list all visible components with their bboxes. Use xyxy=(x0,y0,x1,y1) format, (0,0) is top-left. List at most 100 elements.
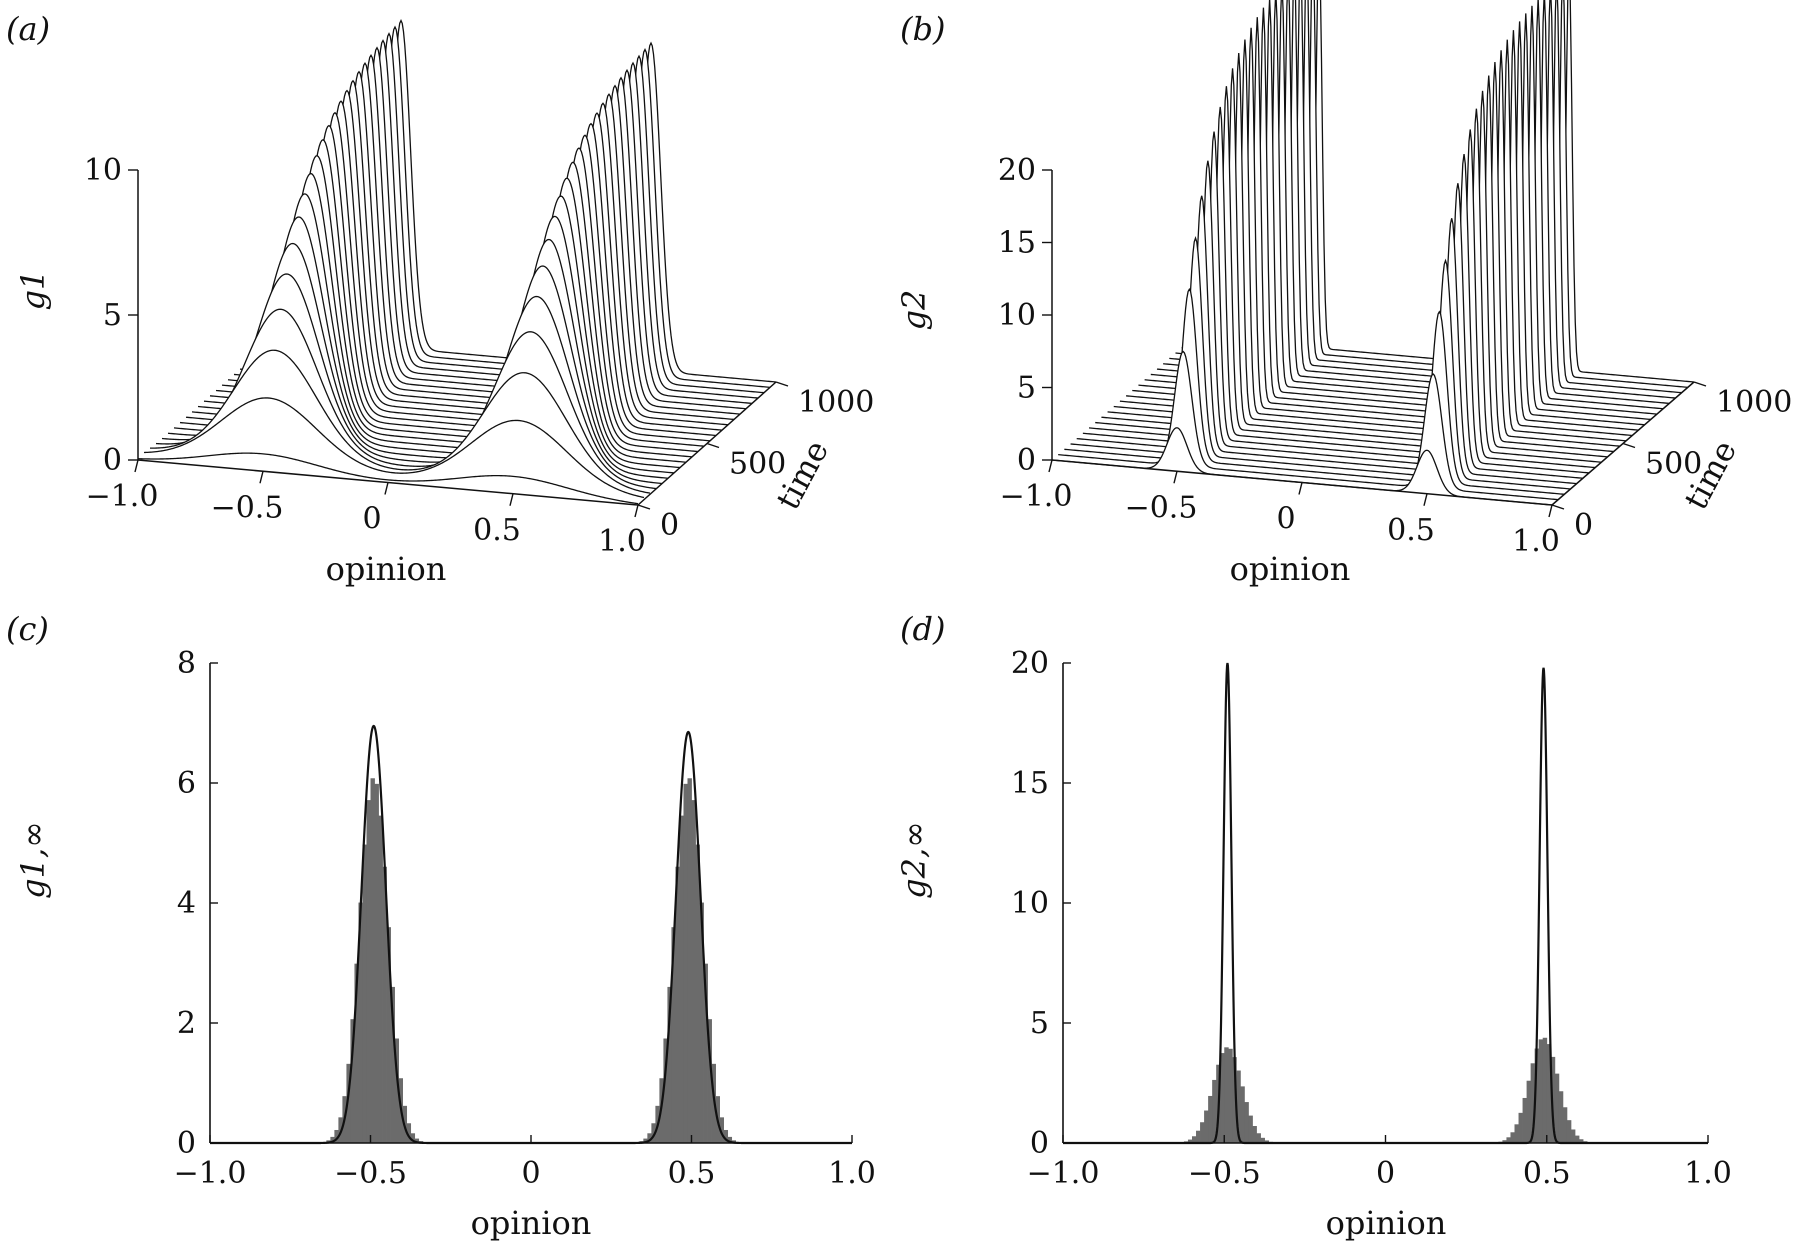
x-tick-label: 0 xyxy=(1376,1156,1395,1191)
waterfall-curve xyxy=(1082,160,1583,479)
histogram-bar xyxy=(695,844,700,1143)
histogram-bar xyxy=(663,1038,668,1143)
x-tick-label: 0 xyxy=(362,502,381,537)
histogram-bar xyxy=(1579,1139,1584,1143)
histogram-bar xyxy=(1526,1080,1532,1143)
panel-label-d: (d) xyxy=(900,610,945,648)
histogram-bar xyxy=(1510,1132,1515,1143)
x-tick-label: −1.0 xyxy=(174,1156,247,1191)
histogram-bar xyxy=(414,1138,420,1143)
time-tick-label: 0 xyxy=(1574,508,1593,543)
waterfall-curve xyxy=(137,452,639,505)
panel-c-histogram: −1.0 −0.5 0 0.5 1.0 0 2 4 6 8 opinion g1,∞ xyxy=(14,646,876,1242)
panel-d-axes: −1.0 −0.5 0 0.5 1.0 0 5 10 15 20 xyxy=(1011,646,1732,1191)
x-tick-label: −1.0 xyxy=(86,479,159,514)
histogram-bar xyxy=(366,800,371,1143)
histogram-bar xyxy=(1232,1057,1237,1143)
x-tick-label: −1.0 xyxy=(1027,1156,1100,1191)
histogram-bar xyxy=(1558,1091,1564,1143)
histogram-bar xyxy=(1546,1044,1552,1143)
histogram-bar xyxy=(1187,1139,1193,1143)
z-tick-label: 10 xyxy=(84,153,122,188)
x-tick xyxy=(1048,459,1053,473)
x-tick xyxy=(384,482,389,495)
histogram-bar xyxy=(1566,1120,1572,1143)
waterfall-curve xyxy=(1058,350,1559,501)
waterfall-curve xyxy=(155,308,657,490)
panel-d-bars xyxy=(1179,1037,1592,1143)
panel-d-ylabel: g2,∞ xyxy=(895,821,933,899)
histogram-bar xyxy=(703,963,708,1143)
density-curve xyxy=(210,724,852,1145)
time-tick-label: 1000 xyxy=(798,385,874,420)
histogram-bar xyxy=(358,902,363,1143)
x-tick-label: 0 xyxy=(521,1156,540,1191)
y-tick-label: 0 xyxy=(177,1126,196,1161)
histogram-bar xyxy=(1534,1048,1540,1143)
waterfall-fill xyxy=(138,453,638,505)
waterfall-curve xyxy=(1076,195,1577,485)
y-tick-label: 0 xyxy=(1030,1126,1049,1161)
histogram-bar xyxy=(1506,1137,1511,1143)
x-tick xyxy=(134,459,139,473)
histogram-bar xyxy=(378,815,383,1143)
histogram-bar xyxy=(1574,1135,1580,1143)
histogram-bar xyxy=(643,1138,648,1143)
panel-a-xlabel: opinion xyxy=(326,550,447,588)
waterfall-curve xyxy=(143,397,645,499)
histogram-bar xyxy=(410,1133,416,1143)
histogram-bar xyxy=(1224,1047,1229,1143)
panel-label-a: (a) xyxy=(6,10,50,48)
z-tick-label: 20 xyxy=(998,153,1036,188)
panel-a-axes: 0 5 10 −1.0 −0.5 0 0.5 1.0 0 500 1000 xyxy=(84,153,875,559)
histogram-bar xyxy=(1522,1097,1527,1143)
histogram-bar xyxy=(1264,1140,1269,1143)
histogram-bar xyxy=(1518,1112,1523,1143)
y-tick-label: 15 xyxy=(1011,766,1049,801)
histogram-bar xyxy=(346,1063,351,1143)
panel-b-ylabel: g2 xyxy=(895,290,933,331)
histogram-bar xyxy=(386,927,391,1143)
waterfall-curve xyxy=(1070,235,1571,490)
histogram-bar xyxy=(1554,1073,1560,1143)
histogram-bar xyxy=(394,1038,399,1143)
panel-label-b: (b) xyxy=(900,10,945,48)
waterfall-curve xyxy=(1064,287,1565,495)
histogram-bar xyxy=(1244,1102,1249,1143)
time-tick xyxy=(1622,442,1636,449)
histogram-bar xyxy=(1570,1129,1576,1143)
x-tick xyxy=(634,504,639,518)
x-tick-label: 0.5 xyxy=(1523,1156,1571,1191)
time-tick xyxy=(775,381,789,387)
y-tick-label: 4 xyxy=(177,886,196,921)
x-tick-label: 0.5 xyxy=(1387,513,1435,548)
histogram-bar xyxy=(1514,1124,1519,1143)
histogram-bar xyxy=(707,1019,712,1143)
y-tick-label: 8 xyxy=(177,646,196,681)
x-tick-label: 0.5 xyxy=(668,1156,716,1191)
histogram-bar xyxy=(1502,1140,1507,1143)
histogram-bar xyxy=(719,1117,724,1143)
x-tick xyxy=(1548,504,1553,518)
time-tick-label: 0 xyxy=(660,508,679,543)
time-tick xyxy=(1693,381,1707,387)
histogram-bar xyxy=(1204,1110,1209,1143)
histogram-bar xyxy=(1212,1079,1217,1143)
time-tick-label: 500 xyxy=(729,447,786,482)
y-tick-label: 5 xyxy=(1030,1006,1049,1041)
histogram-bar xyxy=(1252,1126,1257,1143)
z-tick-label: 5 xyxy=(1017,371,1036,406)
waterfall-fill xyxy=(1052,427,1552,505)
time-tick-label: 1000 xyxy=(1716,385,1792,420)
histogram-bar xyxy=(354,963,359,1143)
z-tick-label: 5 xyxy=(103,298,122,333)
panel-c-ylabel: g1,∞ xyxy=(14,821,52,899)
panel-c-line xyxy=(210,724,852,1145)
panel-c-bars xyxy=(326,778,737,1143)
y-tick-label: 6 xyxy=(177,766,196,801)
x-tick-label: 0 xyxy=(1276,502,1295,537)
time-tick xyxy=(706,442,720,449)
histogram-bar xyxy=(675,866,680,1143)
